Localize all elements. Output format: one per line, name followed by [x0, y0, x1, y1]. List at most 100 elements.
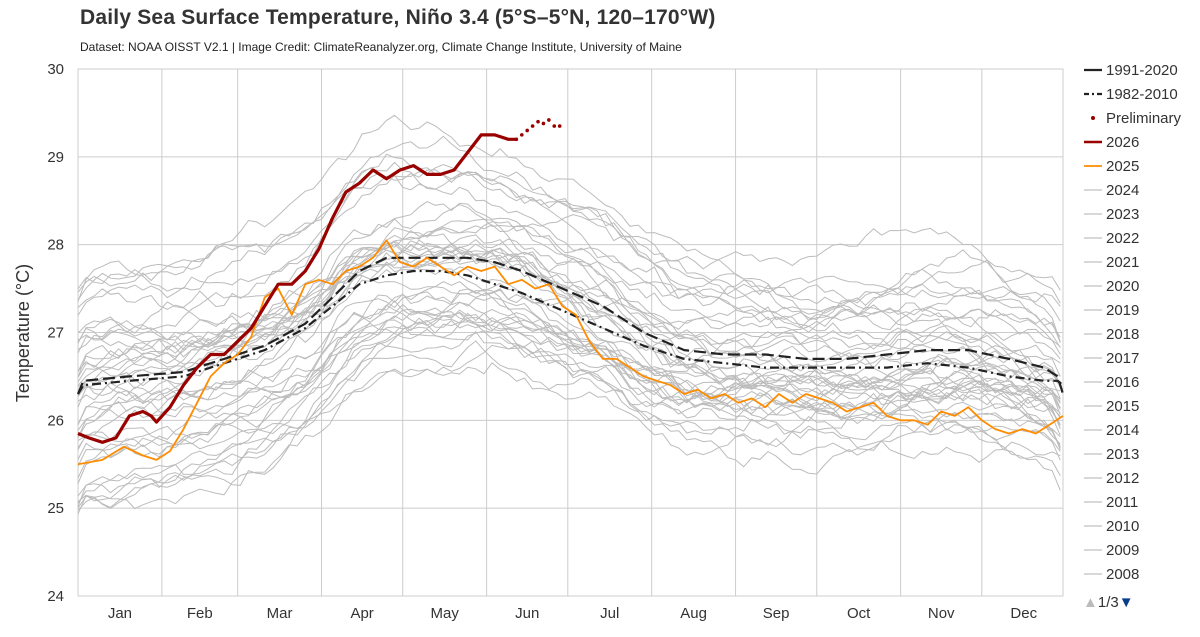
legend-item-2021[interactable]: 2021 — [1084, 254, 1139, 271]
historical-year-line — [77, 238, 1061, 386]
y-tick-label: 27 — [47, 325, 64, 342]
x-tick-label: Mar — [267, 605, 293, 622]
legend-page-label: 1/3 — [1097, 594, 1119, 611]
legend-item-Preliminary[interactable]: Preliminary — [1091, 110, 1182, 127]
historical-year-line — [77, 230, 1061, 372]
historical-years-lines — [77, 114, 1061, 515]
historical-year-line — [77, 161, 1061, 348]
historical-year-line — [77, 257, 1061, 417]
legend-item-2013[interactable]: 2013 — [1084, 446, 1139, 463]
series-line-1991-2020 — [76, 256, 1065, 395]
legend-marker — [1091, 116, 1095, 120]
legend-label: 2010 — [1106, 518, 1139, 535]
historical-year-line — [77, 344, 1061, 497]
legend-label: 2014 — [1106, 422, 1139, 439]
preliminary-point — [541, 121, 546, 126]
historical-year-line — [77, 300, 1061, 460]
legend-item-2009[interactable]: 2009 — [1084, 542, 1139, 559]
historical-year-line — [77, 201, 1061, 386]
x-tick-label: Nov — [928, 605, 955, 622]
historical-year-line — [77, 239, 1061, 436]
historical-year-line — [77, 330, 1061, 507]
y-tick-label: 29 — [47, 149, 64, 166]
grid-lines — [77, 68, 1064, 597]
x-tick-label: Jun — [515, 605, 539, 622]
y-tick-label: 24 — [47, 588, 64, 605]
legend-item-2015[interactable]: 2015 — [1084, 398, 1139, 415]
legend-label: 2021 — [1106, 254, 1139, 271]
y-tick-label: 26 — [47, 412, 64, 429]
legend-item-2026[interactable]: 2026 — [1084, 134, 1139, 151]
legend-item-2022[interactable]: 2022 — [1084, 230, 1139, 247]
legend-label: 2016 — [1106, 374, 1139, 391]
legend-pager: ▲1/3▼ — [1083, 594, 1134, 611]
legend-label: 2017 — [1106, 350, 1139, 367]
legend-label: 2013 — [1106, 446, 1139, 463]
historical-year-line — [77, 290, 1061, 449]
legend-label: 2018 — [1106, 326, 1139, 343]
x-tick-label: Apr — [350, 605, 373, 622]
historical-year-line — [77, 243, 1061, 399]
legend-item-2025[interactable]: 2025 — [1084, 158, 1139, 175]
legend-label: 1991-2020 — [1106, 62, 1178, 79]
legend-label: 2019 — [1106, 302, 1139, 319]
legend-item-1991-2020[interactable]: 1991-2020 — [1084, 62, 1178, 79]
legend-label: 2024 — [1106, 182, 1139, 199]
legend-item-2020[interactable]: 2020 — [1084, 278, 1139, 295]
legend[interactable]: 1991-2020 1982-2010 Preliminary 2026 2025 202… — [1084, 62, 1182, 583]
highlight-series — [76, 118, 1065, 466]
series-line-2026 — [77, 133, 517, 444]
legend-item-2008[interactable]: 2008 — [1084, 566, 1139, 583]
legend-item-2018[interactable]: 2018 — [1084, 326, 1139, 343]
legend-item-2011[interactable]: 2011 — [1084, 494, 1138, 511]
triangle-up-icon[interactable]: ▲ — [1083, 594, 1098, 611]
legend-label: 2026 — [1106, 134, 1139, 151]
historical-year-line — [77, 317, 1061, 484]
legend-item-2017[interactable]: 2017 — [1084, 350, 1139, 367]
preliminary-point — [536, 119, 540, 124]
historical-year-line — [77, 174, 1061, 343]
y-tick-label: 30 — [47, 61, 64, 78]
legend-label: 2020 — [1106, 278, 1139, 295]
preliminary-point — [514, 137, 519, 142]
y-tick-label: 25 — [47, 500, 64, 517]
historical-year-line — [77, 304, 1061, 431]
legend-item-2012[interactable]: 2012 — [1084, 470, 1139, 487]
preliminary-point — [552, 124, 557, 128]
legend-label: 2015 — [1106, 398, 1139, 415]
historical-year-line — [77, 322, 1061, 449]
preliminary-point — [525, 128, 530, 133]
legend-label: 2022 — [1106, 230, 1139, 247]
legend-item-2016[interactable]: 2016 — [1084, 374, 1139, 391]
legend-label: 2023 — [1106, 206, 1139, 223]
preliminary-point — [519, 133, 524, 137]
y-axis-label: Temperature (°C) — [13, 264, 33, 402]
triangle-down-icon[interactable]: ▼ — [1118, 594, 1134, 611]
x-tick-label: Jul — [600, 605, 619, 622]
y-tick-labels: 24 25 26 27 28 29 30 — [47, 61, 64, 605]
x-tick-label: Sep — [763, 605, 790, 622]
legend-item-2010[interactable]: 2010 — [1084, 518, 1139, 535]
legend-label: 2025 — [1106, 158, 1139, 175]
preliminary-point — [547, 118, 551, 122]
legend-label: Preliminary — [1106, 110, 1182, 127]
historical-year-line — [77, 362, 1061, 511]
historical-year-line — [77, 303, 1061, 491]
historical-year-line — [77, 135, 1061, 322]
legend-label: 1982-2010 — [1106, 86, 1178, 103]
legend-label: 2011 — [1106, 494, 1138, 511]
legend-item-2019[interactable]: 2019 — [1084, 302, 1139, 319]
historical-year-line — [77, 260, 1061, 387]
preliminary-point — [530, 124, 535, 128]
legend-item-2023[interactable]: 2023 — [1084, 206, 1139, 223]
legend-item-1982-2010[interactable]: 1982-2010 — [1084, 86, 1178, 103]
historical-year-line — [77, 293, 1061, 438]
series-line-2025 — [77, 239, 1064, 466]
series-line-1982-2010 — [77, 269, 1064, 395]
legend-label: 2009 — [1106, 542, 1139, 559]
x-tick-label: Dec — [1010, 605, 1037, 622]
legend-label: 2008 — [1106, 566, 1139, 583]
legend-item-2024[interactable]: 2024 — [1084, 182, 1139, 199]
legend-item-2014[interactable]: 2014 — [1084, 422, 1139, 439]
